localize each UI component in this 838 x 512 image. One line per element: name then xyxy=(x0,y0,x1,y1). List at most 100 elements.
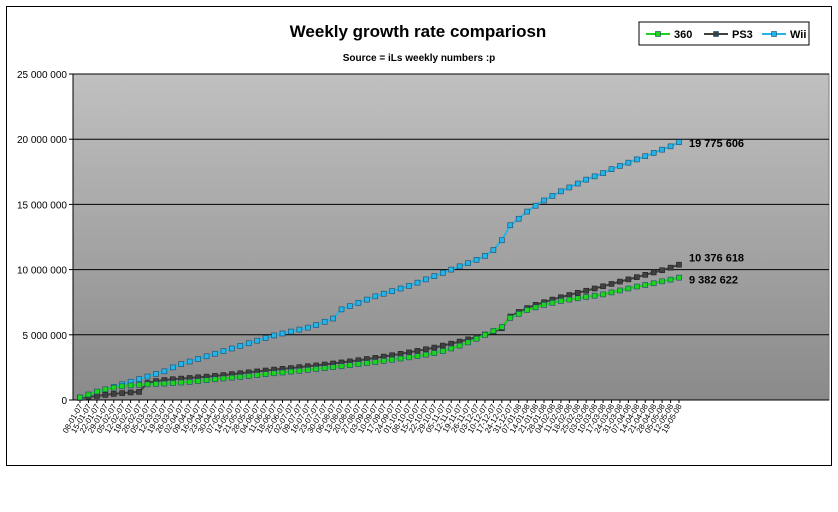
data-point xyxy=(566,292,573,298)
data-point xyxy=(650,280,657,287)
data-point xyxy=(397,285,404,292)
data-point xyxy=(178,361,185,367)
data-point xyxy=(532,202,539,209)
data-point xyxy=(625,276,632,283)
data-point xyxy=(676,261,682,268)
data-point xyxy=(338,363,345,370)
data-point xyxy=(220,375,227,382)
data-point xyxy=(574,290,581,296)
chart-subtitle: Source = iLs weekly numbers :p xyxy=(343,53,496,64)
data-point xyxy=(667,143,674,150)
data-point xyxy=(110,391,117,397)
series-layer xyxy=(77,139,682,401)
data-point xyxy=(229,345,235,352)
data-point xyxy=(119,383,125,390)
data-point xyxy=(127,389,134,396)
data-point xyxy=(414,348,421,354)
data-point xyxy=(212,350,218,357)
data-point xyxy=(85,391,92,398)
y-tick-label: 15 000 000 xyxy=(17,200,67,211)
data-point xyxy=(170,380,176,386)
data-point xyxy=(499,237,505,244)
data-point xyxy=(634,156,640,163)
end-label: 10 376 618 xyxy=(689,253,744,265)
data-point xyxy=(313,366,320,372)
data-point xyxy=(558,298,564,304)
data-point xyxy=(144,373,151,380)
data-point xyxy=(153,371,159,377)
data-point xyxy=(574,180,581,187)
data-point xyxy=(600,291,606,298)
data-point xyxy=(608,289,615,296)
legend-label-360: 360 xyxy=(674,29,692,41)
data-point xyxy=(77,394,83,401)
data-point xyxy=(380,290,387,297)
data-point xyxy=(541,197,547,204)
data-point xyxy=(423,351,429,358)
data-point xyxy=(591,173,598,180)
data-point xyxy=(94,388,100,395)
data-point xyxy=(347,303,353,309)
data-point xyxy=(203,377,210,383)
data-point xyxy=(136,389,142,395)
data-point xyxy=(507,315,514,321)
data-point xyxy=(380,358,387,364)
data-point xyxy=(186,379,193,385)
legend-label-ps3: PS3 xyxy=(732,29,753,41)
data-point xyxy=(634,274,640,280)
data-point xyxy=(304,324,311,331)
data-point xyxy=(186,358,193,365)
series-ps3 xyxy=(77,261,682,401)
data-point xyxy=(439,342,446,349)
data-point xyxy=(355,361,362,367)
data-point xyxy=(245,340,252,347)
data-point xyxy=(397,351,404,357)
data-point xyxy=(203,353,210,360)
data-point xyxy=(431,344,438,351)
data-point xyxy=(414,279,421,286)
data-point xyxy=(591,292,598,299)
data-point xyxy=(642,272,649,278)
y-tick-label: 25 000 000 xyxy=(17,70,67,81)
data-point xyxy=(406,354,412,361)
data-point xyxy=(161,368,168,375)
chart-title: Weekly growth rate compariosn xyxy=(290,22,547,41)
data-point xyxy=(515,215,522,222)
data-point xyxy=(650,150,657,156)
data-point xyxy=(456,342,463,349)
data-point xyxy=(254,372,260,378)
y-axis: 0 5 000 000 10 000 000 15 000 000 20 000 000… xyxy=(17,70,74,407)
data-point xyxy=(574,295,581,302)
data-point xyxy=(642,282,649,288)
data-point xyxy=(330,315,336,322)
data-point xyxy=(448,340,455,347)
data-point xyxy=(532,304,539,311)
data-point xyxy=(625,285,632,292)
data-point xyxy=(372,293,379,300)
end-label: 9 382 622 xyxy=(689,275,738,287)
data-point xyxy=(423,276,429,283)
data-point xyxy=(600,170,606,176)
data-point xyxy=(212,376,218,383)
data-point xyxy=(439,270,446,276)
data-point xyxy=(659,146,665,153)
y-tick-label: 5 000 000 xyxy=(23,331,68,342)
data-point xyxy=(482,331,488,338)
data-point xyxy=(102,386,109,393)
data-point xyxy=(448,266,455,273)
data-point xyxy=(591,285,598,292)
data-point xyxy=(406,349,412,356)
data-point xyxy=(262,371,269,377)
legend-label-wii: Wii xyxy=(790,29,806,41)
data-point xyxy=(583,294,589,300)
data-point xyxy=(406,283,412,289)
y-tick-label: 0 xyxy=(61,396,67,407)
data-point xyxy=(195,356,201,362)
data-point xyxy=(642,153,649,159)
data-point xyxy=(439,348,446,354)
data-point xyxy=(617,163,623,169)
data-point xyxy=(136,376,142,382)
series-360 xyxy=(77,274,682,401)
end-label: 19 775 606 xyxy=(689,138,744,150)
data-point xyxy=(634,283,640,290)
